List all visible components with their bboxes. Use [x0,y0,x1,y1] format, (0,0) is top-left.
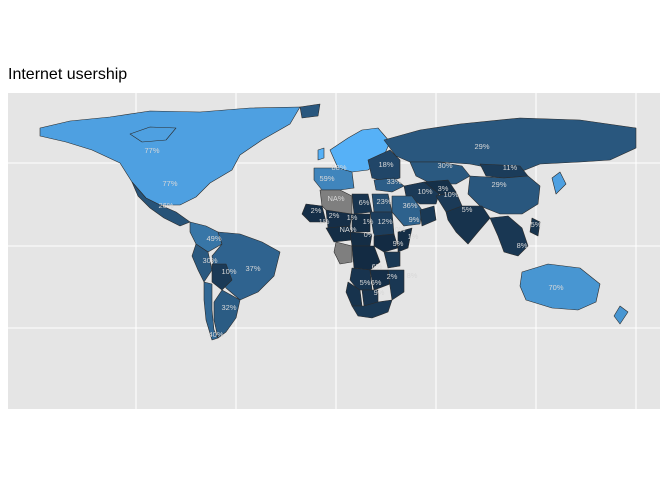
value-label-northern-europe: 88% [331,163,346,172]
value-label-russia: 29% [474,142,489,151]
country-shape-congo [333,241,353,265]
value-label-north-america: 77% [144,146,159,155]
value-label-central-african-republic: 1% [363,217,374,226]
value-label-somalia: 1% [408,232,419,241]
value-label-oman: 9% [409,215,420,224]
value-label-argentina: 32% [221,303,236,312]
country-shape-greenland [299,103,321,119]
country-shape-colombia [189,221,223,253]
value-label-mali: 2% [311,206,322,215]
country-shape-western-europe [313,167,355,191]
country-shape-argentina [213,289,241,339]
country-shape-mexico [131,181,191,227]
value-label-dr-congo: 0% [364,230,375,239]
value-label-congo: NA% [339,225,356,234]
country-shape-india [445,205,491,245]
value-label-bolivia: 10% [221,267,236,276]
value-label-chile: 40% [208,330,223,339]
value-label-mexico: 26% [158,201,173,210]
value-label-niger: 2% [329,211,340,220]
value-label-mozambique: 8% [407,271,418,280]
value-label-kenya: 9% [393,239,404,248]
country-shape-canada [129,126,177,143]
value-label-nigeria: 1% [319,217,330,226]
country-shape-japan [551,171,567,195]
country-shape-somalia [397,227,413,253]
value-label-philippines: 5% [531,220,542,229]
country-shape-chile [203,281,219,341]
value-label-peru: 30% [202,256,217,265]
value-label-western-europe: 59% [319,174,334,183]
country-shape-southeast-asia [489,215,529,257]
value-label-sudan: 12% [377,217,392,226]
value-label-egypt: 23% [376,197,391,206]
value-label-pakistan: 10% [443,190,458,199]
value-label-chad: 1% [347,213,358,222]
country-shape-kenya [383,251,401,269]
country-shape-mozambique [387,269,405,301]
country-shape-australia [519,263,601,311]
value-label-brazil: 37% [245,264,260,273]
country-shape-oman [419,205,437,227]
value-label-saudi-arabia: 36% [402,201,417,210]
country-shape-mali [301,203,327,223]
country-labels: 77% 77% 26% 49% 30% 10% 37% 32% 40% 88% 59% 18% 29% 3… [144,142,563,339]
country-shape-philippines [529,217,541,237]
country-shape-south-africa [351,299,393,319]
value-label-zambia: 2% [387,272,398,281]
country-shape-ethiopia [373,233,399,253]
map-title: Internet usership [8,66,128,83]
value-label-kazakhstan: 30% [437,161,452,170]
country-shape-china [467,175,541,215]
country-shape-north-america [39,106,301,206]
value-label-mongolia: 11% [503,163,518,172]
value-label-afghanistan: 3% [438,184,449,193]
country-shapes [39,103,637,341]
value-label-colombia: 49% [206,234,221,243]
country-shape-kazakhstan [409,161,471,185]
country-shape-chad [351,213,371,233]
value-label-libya: 6% [359,198,370,207]
value-label-china: 29% [491,180,506,189]
value-label-angola: 6% [372,262,383,271]
country-shape-uk [317,147,325,161]
value-label-iran: 10% [417,187,432,196]
country-shape-dr-congo [351,245,381,271]
value-label-canada: 77% [162,179,177,188]
value-label-ethiopia: 0% [395,225,406,234]
country-shape-new-zealand [613,305,629,325]
value-label-namibia: 5% [360,278,371,287]
value-label-australia: 70% [548,283,563,292]
value-label-botswana: 6% [371,278,382,287]
value-label-turkey: 33% [386,177,401,186]
value-label-southeast-asia: 8% [517,241,528,250]
value-label-eastern-europe: 18% [378,160,393,169]
value-label-india: 5% [462,205,473,214]
country-shape-bolivia [211,263,233,291]
country-shape-eastern-europe [367,149,401,183]
value-label-algeria: NA% [327,194,344,203]
value-label-south-africa: 9% [374,288,385,297]
country-shape-turkey [373,177,405,193]
